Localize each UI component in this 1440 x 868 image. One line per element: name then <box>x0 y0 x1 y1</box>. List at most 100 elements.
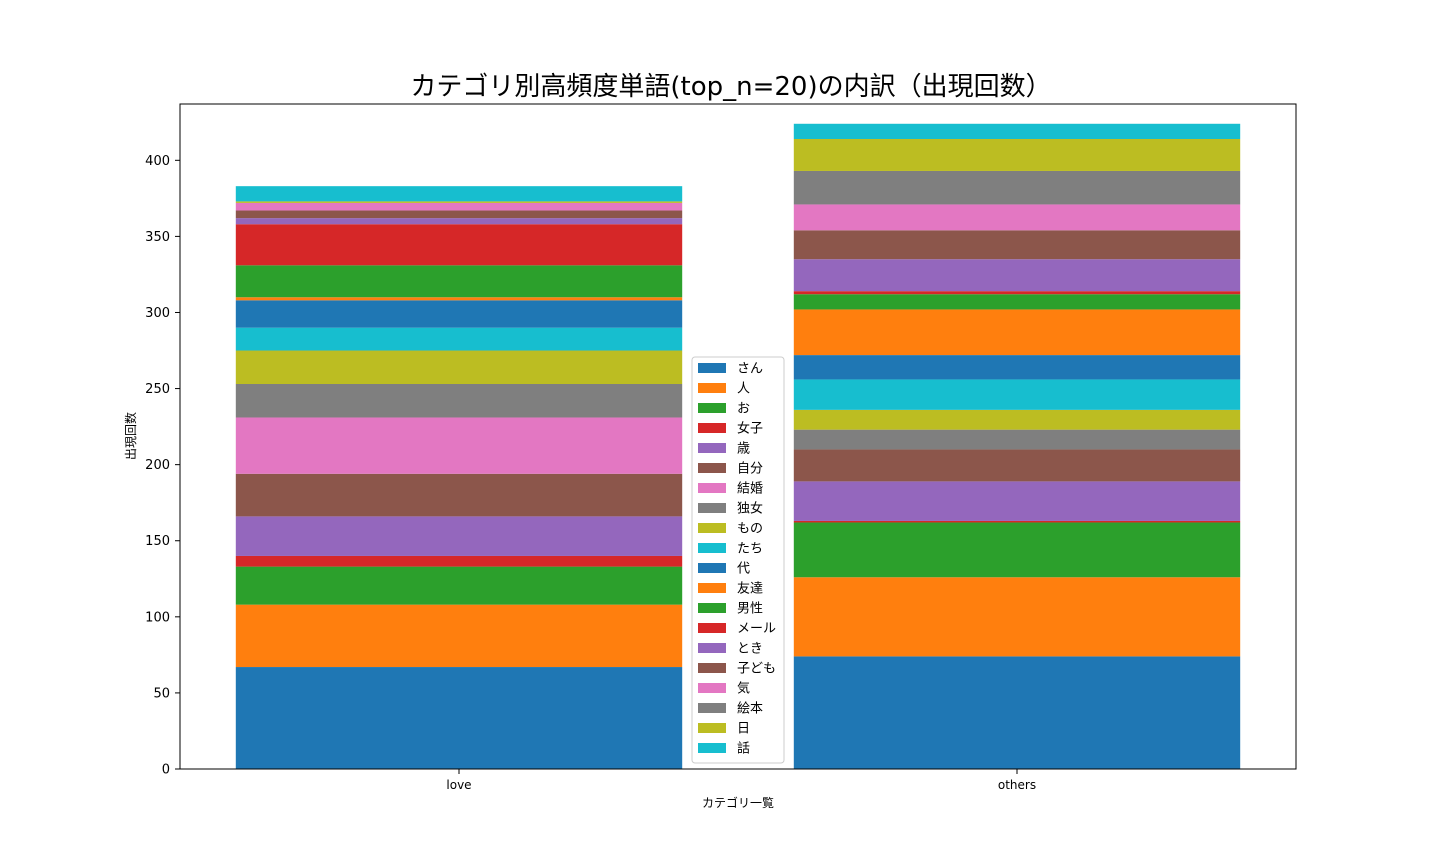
legend-label-5: 自分 <box>737 462 763 477</box>
y-tick-label-1: 50 <box>153 686 170 701</box>
y-tick-label-0: 0 <box>162 763 170 778</box>
bar-segment-love-2 <box>235 566 683 605</box>
bar-segment-love-14 <box>235 218 683 225</box>
bar-segment-others-0 <box>793 656 1241 769</box>
y-tick-label-7: 350 <box>145 230 170 245</box>
x-tick-label-others: others <box>998 778 1036 792</box>
legend-swatch-17 <box>698 703 726 713</box>
legend-label-10: 代 <box>737 562 750 577</box>
legend-swatch-12 <box>698 603 726 613</box>
bar-segment-love-3 <box>235 555 683 567</box>
chart-title: カテゴリ別高頻度単語(top_n=20)の内訳（出現回数） <box>410 72 1051 102</box>
legend-label-3: 女子 <box>737 421 763 437</box>
y-axis-label: 出現回数 <box>123 412 138 460</box>
legend-label-6: 結婚 <box>737 482 763 497</box>
bar-segment-love-12 <box>235 265 683 298</box>
bar-segment-love-5 <box>235 473 683 517</box>
legend-swatch-10 <box>698 563 726 573</box>
legend-swatch-2 <box>698 403 726 413</box>
bar-segment-others-11 <box>793 309 1241 356</box>
bar-segment-others-7 <box>793 429 1241 450</box>
bar-segment-love-0 <box>235 667 683 769</box>
bar-segment-others-2 <box>793 522 1241 578</box>
legend-label-1: 人 <box>737 382 750 397</box>
legend-label-18: 日 <box>737 722 750 737</box>
bar-segment-love-11 <box>235 297 683 301</box>
bar-segment-love-6 <box>235 417 683 474</box>
legend-swatch-18 <box>698 723 726 733</box>
y-tick-label-6: 300 <box>145 306 170 321</box>
bar-segment-others-17 <box>793 170 1241 205</box>
legend-swatch-5 <box>698 463 726 473</box>
legend-box <box>691 356 785 764</box>
y-tick-label-8: 400 <box>145 154 170 169</box>
legend-swatch-11 <box>698 583 726 593</box>
bar-segment-others-14 <box>793 259 1241 292</box>
bar-segment-love-1 <box>235 604 683 668</box>
bar-segment-love-13 <box>235 224 683 266</box>
legend-label-2: お <box>737 402 750 417</box>
y-tick-label-3: 150 <box>145 534 170 549</box>
legend-label-13: メール <box>737 622 776 637</box>
x-axis: love others <box>446 769 1036 792</box>
bar-segment-love-4 <box>235 516 683 556</box>
bar-segment-others-10 <box>793 355 1241 380</box>
legend-label-9: たち <box>737 542 763 557</box>
bar-segment-love-8 <box>235 350 683 384</box>
legend-swatch-3 <box>698 423 726 433</box>
bars-layer <box>235 123 1241 769</box>
bar-segment-others-13 <box>793 291 1241 295</box>
legend-label-16: 気 <box>737 681 750 697</box>
legend-label-11: 友達 <box>737 581 763 597</box>
y-tick-label-5: 250 <box>145 382 170 397</box>
legend-label-17: 絵本 <box>737 702 763 717</box>
legend-label-7: 独女 <box>737 501 763 517</box>
bar-segment-others-15 <box>793 230 1241 260</box>
bar-segment-love-19 <box>235 186 683 202</box>
legend-swatch-13 <box>698 623 726 633</box>
y-tick-label-2: 100 <box>145 610 170 625</box>
bar-segment-others-12 <box>793 294 1241 310</box>
x-tick-label-love: love <box>446 778 471 792</box>
legend-swatch-19 <box>698 743 726 753</box>
bar-segment-others-1 <box>793 577 1241 657</box>
bar-segment-others-19 <box>793 123 1241 139</box>
bar-segment-others-3 <box>793 520 1241 523</box>
bar-segment-others-18 <box>793 139 1241 171</box>
legend-label-12: 男性 <box>737 602 763 617</box>
legend-swatch-4 <box>698 443 726 453</box>
legend-swatch-7 <box>698 503 726 513</box>
legend-swatch-1 <box>698 383 726 393</box>
y-tick-label-4: 200 <box>145 458 170 473</box>
bar-segment-others-5 <box>793 449 1241 482</box>
x-axis-label: カテゴリ一覧 <box>702 795 774 810</box>
legend-swatch-16 <box>698 683 726 693</box>
legend-swatch-15 <box>698 663 726 673</box>
legend-label-14: とき <box>737 642 763 657</box>
legend-label-15: 子ども <box>737 662 776 677</box>
bar-segment-others-9 <box>793 379 1241 410</box>
legend-label-8: もの <box>737 522 763 537</box>
legend-swatch-8 <box>698 523 726 533</box>
bar-segment-love-15 <box>235 210 683 219</box>
bar-segment-others-8 <box>793 409 1241 430</box>
bar-segment-love-10 <box>235 300 683 328</box>
legend-swatch-0 <box>698 363 726 373</box>
bar-segment-love-9 <box>235 327 683 351</box>
legend-swatch-9 <box>698 543 726 553</box>
legend-label-0: さん <box>737 362 763 377</box>
plot-frame <box>179 103 1297 770</box>
legend-swatch-6 <box>698 483 726 493</box>
bar-segment-others-16 <box>793 204 1241 231</box>
legend-swatch-14 <box>698 643 726 653</box>
bar-segment-love-16 <box>235 202 683 211</box>
bar-segment-love-7 <box>235 384 683 418</box>
y-axis: 0 50 100 150 200 250 300 350 400 <box>145 154 180 778</box>
legend-label-4: 歳 <box>737 442 750 457</box>
bar-segment-others-4 <box>793 481 1241 521</box>
bar-segment-love-18 <box>235 201 683 203</box>
legend-label-19: 話 <box>737 741 750 757</box>
